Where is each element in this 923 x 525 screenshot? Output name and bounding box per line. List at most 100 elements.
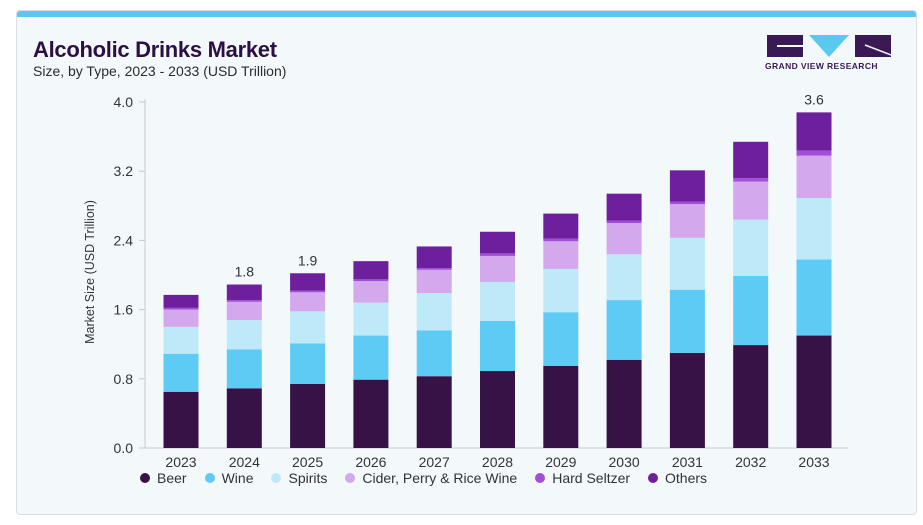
chart-title: Alcoholic Drinks Market [33, 37, 277, 62]
x-tick-label: 2026 [355, 454, 386, 470]
bar-segment-wine [416, 330, 452, 377]
bar-segment-hard-seltzer [226, 300, 262, 302]
bar-segment-wine [480, 320, 515, 372]
bar-segment-wine [353, 335, 389, 380]
bar-segment-hard-seltzer [543, 238, 579, 242]
legend-label: Wine [221, 470, 254, 486]
y-tick-label: 1.6 [114, 302, 134, 318]
data-label: 3.6 [804, 91, 824, 107]
bar-segment-cider-perry-rice-wine [416, 269, 452, 294]
bar-segment-spirits [163, 326, 199, 354]
bar-segment-others [543, 213, 579, 239]
legend-dot-icon [204, 473, 215, 483]
legend-item: Others [648, 470, 707, 486]
bar-segment-wine [163, 353, 199, 392]
legend-label: Cider, Perry & Rice Wine [362, 470, 518, 486]
bar-segment-beer [163, 391, 199, 448]
bar-segment-hard-seltzer [290, 290, 326, 293]
bar-segment-cider-perry-rice-wine [353, 281, 389, 303]
bar-segment-spirits [290, 311, 326, 344]
bar-segment-cider-perry-rice-wine [669, 204, 705, 238]
bar-segment-cider-perry-rice-wine [796, 155, 832, 199]
x-tick-label: 2030 [609, 454, 640, 470]
bar-segment-others [606, 193, 642, 221]
bar-segment-others [796, 112, 832, 151]
bar-segment-spirits [416, 293, 452, 331]
x-tick-label: 2025 [292, 454, 323, 470]
bar-segment-others [163, 294, 199, 308]
bar-segment-beer [480, 371, 515, 448]
chart-legend: Beer Wine Spirits Cider, Perry & Rice Wine H… [140, 470, 707, 486]
bar-segment-beer [416, 376, 452, 448]
bar-segment-beer [733, 345, 769, 448]
bar-segment-spirits [606, 254, 642, 301]
bar-segment-beer [543, 365, 579, 448]
bar-segment-wine [543, 312, 579, 366]
bar-segment-spirits [796, 198, 832, 260]
accent-bar [17, 11, 916, 17]
bar-segment-cider-perry-rice-wine [290, 292, 326, 312]
bar-segment-hard-seltzer [163, 307, 199, 310]
legend-label: Beer [157, 470, 187, 486]
legend-dot-icon [140, 473, 150, 483]
bar-segment-others [226, 284, 262, 301]
logo-text: GRAND VIEW RESEARCH [765, 61, 878, 71]
bar-segment-wine [796, 259, 832, 336]
bar-segment-hard-seltzer [669, 201, 705, 205]
bar-segment-others [733, 141, 769, 179]
bar-segment-beer [226, 388, 262, 448]
bar-segment-hard-seltzer [733, 178, 769, 182]
bar-segment-beer [796, 335, 832, 448]
bar-segment-spirits [669, 237, 705, 290]
bar-segment-hard-seltzer [796, 150, 832, 156]
x-tick-label: 2027 [419, 454, 450, 470]
bar-segment-wine [226, 349, 262, 389]
y-tick-label: 4.0 [114, 94, 134, 110]
bar-segment-others [353, 261, 389, 280]
y-tick-label: 0.8 [114, 371, 134, 387]
bar-segment-hard-seltzer [606, 220, 642, 224]
x-tick-label: 2031 [672, 454, 703, 470]
bar-segment-spirits [353, 302, 389, 336]
legend-dot-icon [271, 473, 282, 483]
x-tick-label: 2024 [229, 454, 260, 470]
bar-segment-spirits [480, 281, 515, 321]
bar-segment-wine [669, 289, 705, 353]
legend-label: Others [665, 470, 708, 486]
bar-segment-wine [606, 300, 642, 360]
bar-segment-cider-perry-rice-wine [480, 255, 515, 282]
x-tick-label: 2023 [165, 454, 196, 470]
legend-item: Beer [140, 470, 187, 486]
y-axis-label: Market Size (USD Trillion) [83, 200, 97, 344]
bar-segment-others [480, 231, 515, 254]
x-tick-label: 2029 [545, 454, 576, 470]
legend-item: Hard Seltzer [535, 470, 630, 486]
data-label: 1.8 [235, 264, 255, 280]
legend-dot-icon [345, 473, 356, 483]
grand-view-research-logo-icon [767, 35, 891, 57]
bar-segment-cider-perry-rice-wine [163, 309, 199, 327]
bar-segment-beer [353, 379, 389, 448]
legend-label: Spirits [288, 470, 328, 486]
bar-segment-spirits [733, 219, 769, 276]
bar-segment-others [290, 273, 326, 291]
legend-label: Hard Seltzer [552, 470, 631, 486]
bar-segment-beer [290, 383, 326, 448]
x-tick-label: 2033 [798, 454, 829, 470]
x-tick-label: 2032 [735, 454, 766, 470]
bar-segment-cider-perry-rice-wine [606, 223, 642, 255]
legend-dot-icon [535, 473, 546, 483]
bar-segment-spirits [226, 319, 262, 350]
data-label: 1.9 [298, 252, 318, 268]
bar-segment-beer [669, 352, 705, 448]
bar-segment-wine [290, 343, 326, 384]
bar-segment-cider-perry-rice-wine [226, 301, 262, 320]
bar-segment-hard-seltzer [480, 253, 515, 256]
bar-segment-others [416, 246, 452, 269]
legend-item: Wine [204, 470, 254, 486]
legend-item: Cider, Perry & Rice Wine [345, 470, 517, 486]
bar-segment-hard-seltzer [353, 279, 389, 282]
y-tick-label: 3.2 [114, 163, 134, 179]
legend-item: Spirits [271, 470, 327, 486]
